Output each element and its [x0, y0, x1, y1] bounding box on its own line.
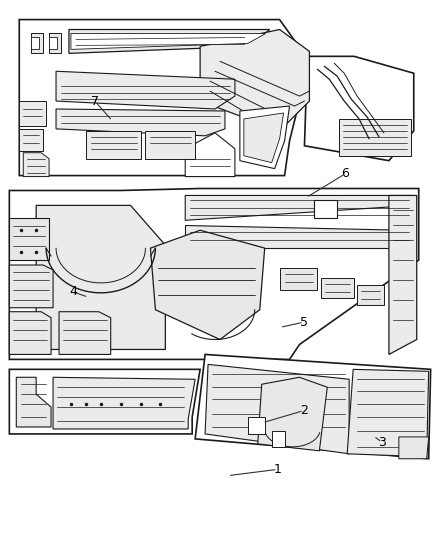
Text: 7: 7: [91, 95, 99, 108]
Polygon shape: [9, 265, 53, 308]
Polygon shape: [357, 285, 384, 305]
Polygon shape: [9, 369, 200, 434]
Text: 2: 2: [300, 404, 308, 417]
Polygon shape: [150, 230, 265, 340]
Polygon shape: [49, 37, 57, 50]
Polygon shape: [339, 119, 411, 156]
Polygon shape: [9, 189, 419, 359]
Polygon shape: [248, 417, 265, 434]
Polygon shape: [31, 37, 39, 50]
Polygon shape: [200, 29, 309, 131]
Polygon shape: [9, 219, 49, 260]
Polygon shape: [272, 431, 285, 447]
Polygon shape: [9, 312, 51, 354]
Polygon shape: [244, 113, 283, 163]
Polygon shape: [49, 34, 61, 53]
Polygon shape: [86, 131, 141, 159]
Polygon shape: [258, 377, 327, 451]
Polygon shape: [145, 131, 195, 159]
Polygon shape: [69, 29, 270, 53]
Text: 6: 6: [341, 167, 349, 180]
Polygon shape: [304, 56, 414, 160]
Polygon shape: [314, 200, 337, 219]
Polygon shape: [347, 369, 429, 457]
Text: 4: 4: [69, 286, 77, 298]
Polygon shape: [185, 196, 414, 220]
Polygon shape: [399, 437, 429, 459]
Polygon shape: [36, 205, 165, 350]
Text: 5: 5: [300, 316, 308, 329]
Polygon shape: [19, 129, 43, 151]
Polygon shape: [23, 153, 49, 176]
Polygon shape: [56, 109, 225, 136]
Polygon shape: [185, 225, 414, 248]
Polygon shape: [195, 354, 431, 459]
Polygon shape: [321, 278, 354, 298]
Text: 1: 1: [274, 463, 282, 476]
Polygon shape: [19, 20, 309, 175]
Polygon shape: [16, 377, 51, 427]
Polygon shape: [71, 34, 266, 50]
Polygon shape: [389, 196, 417, 354]
Polygon shape: [185, 133, 235, 176]
Text: 3: 3: [378, 436, 386, 449]
Polygon shape: [19, 101, 46, 126]
Polygon shape: [59, 312, 111, 354]
Polygon shape: [240, 106, 290, 168]
Polygon shape: [279, 268, 318, 290]
Polygon shape: [31, 34, 43, 53]
Polygon shape: [205, 365, 349, 454]
Polygon shape: [53, 377, 195, 429]
Polygon shape: [56, 71, 235, 109]
